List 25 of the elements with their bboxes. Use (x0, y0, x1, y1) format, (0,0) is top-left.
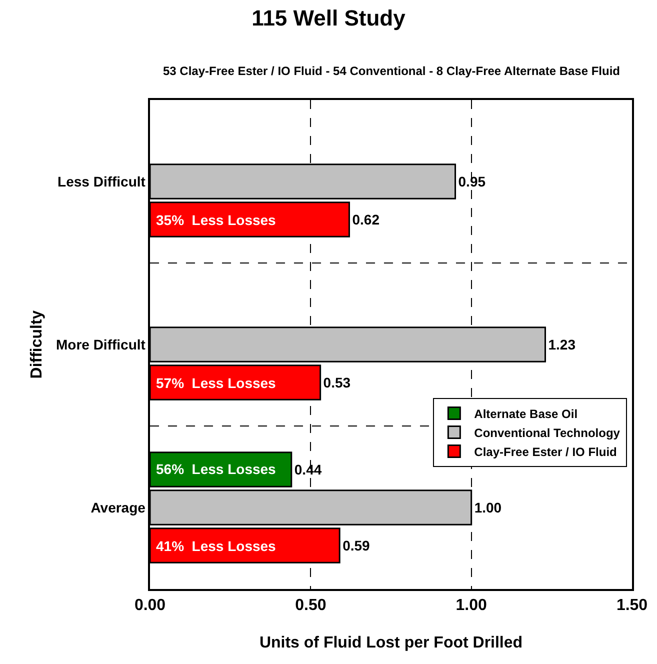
data-label: 0.53 (323, 374, 351, 391)
data-label: 1.23 (548, 336, 576, 353)
legend-label: Conventional Technology (474, 426, 620, 440)
annotation: 35% Less Losses (156, 212, 276, 228)
data-label: 1.00 (474, 500, 502, 516)
x-axis-title: Units of Fluid Lost per Foot Drilled (259, 634, 523, 652)
legend-label: Alternate Base Oil (474, 406, 578, 421)
annotation: 57% Less Losses (156, 375, 276, 391)
data-label: 0.95 (458, 174, 486, 190)
chart-title: 115 Well Study (252, 5, 406, 30)
x-tick-label: 1.50 (616, 596, 648, 614)
data-label: 0.62 (352, 212, 380, 228)
x-tick-label: 1.00 (456, 596, 487, 614)
y-tick-label: Less Difficult (58, 173, 146, 190)
legend-label: Clay-Free Ester / IO Fluid (474, 444, 617, 459)
annotation: 56% Less Losses (156, 461, 276, 477)
data-label: 0.59 (342, 538, 370, 554)
y-tick-label: More Difficult (56, 336, 146, 352)
chart-subtitle: 53 Clay-Free Ester / IO Fluid - 54 Conventional - 8 Clay-Free Alternate Base Fluid (163, 64, 620, 78)
y-axis-title: Difficulty (28, 310, 46, 379)
data-label: 0.44 (294, 461, 322, 478)
x-tick-label: 0.00 (134, 596, 166, 614)
y-tick-label: Average (90, 499, 146, 516)
annotation: 41% Less Losses (156, 538, 276, 554)
x-tick-label: 0.50 (295, 596, 326, 614)
